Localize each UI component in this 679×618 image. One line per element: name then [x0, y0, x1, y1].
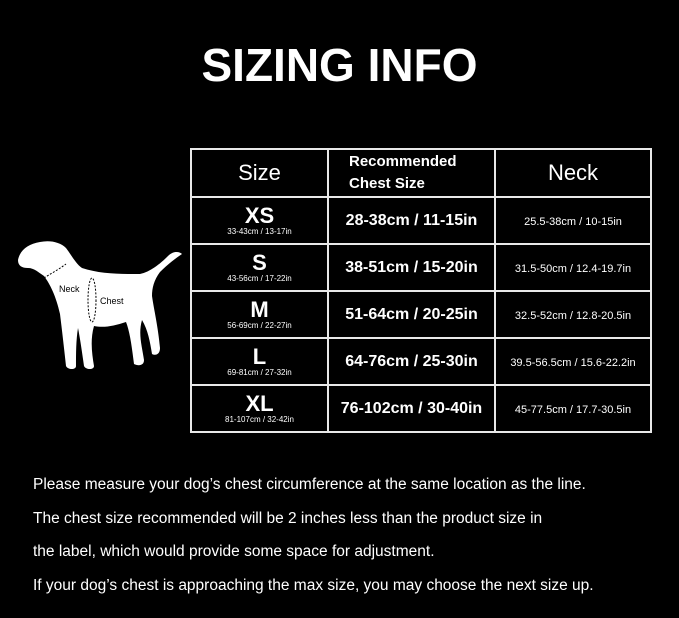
note-line: If your dog’s chest is approaching the m… [33, 576, 594, 594]
table-row: XL 81-107cm / 32-42in 76-102cm / 30-40in … [190, 384, 652, 433]
product-size: 43-56cm / 17-22in [227, 273, 292, 283]
chest-label: Chest [100, 296, 124, 306]
table-row: S 43-56cm / 17-22in 38-51cm / 15-20in 31.… [190, 243, 652, 292]
neck-size: 45-77.5cm / 17.7-30.5in [514, 403, 632, 416]
table-row: M 56-69cm / 22-27in 51-64cm / 20-25in 32.… [190, 290, 652, 339]
chest-size: 28-38cm / 11-15in [345, 211, 478, 229]
neck-size: 32.5-52cm / 12.8-20.5in [514, 309, 632, 322]
note-line: the label, which would provide some spac… [33, 543, 435, 560]
size-label: L [252, 343, 267, 369]
dog-silhouette-icon [18, 241, 182, 369]
header-neck: Neck [547, 160, 599, 185]
neck-size: 39.5-56.5cm / 15.6-22.2in [510, 356, 636, 369]
neck-label: Neck [59, 284, 80, 294]
size-label: XL [245, 390, 274, 416]
chest-size: 76-102cm / 30-40in [340, 399, 483, 417]
sizing-table: Size Recommended Chest Size Neck XS 33-43… [190, 148, 652, 433]
chest-size: 38-51cm / 15-20in [345, 258, 478, 276]
size-label: M [250, 296, 269, 322]
header-chest: Recommended Chest Size [349, 153, 457, 192]
size-label: XS [244, 202, 275, 228]
note-line: The chest size recommended will be 2 inc… [33, 509, 543, 527]
neck-size: 31.5-50cm / 12.4-19.7in [514, 262, 632, 275]
neck-size: 25.5-38cm / 10-15in [524, 215, 622, 228]
note-line: Please measure your dog’s chest circumfe… [33, 476, 586, 493]
table-header-row: Size Recommended Chest Size Neck [190, 148, 652, 198]
chest-size: 51-64cm / 20-25in [345, 305, 478, 323]
product-size: 81-107cm / 32-42in [225, 414, 294, 424]
product-size: 69-81cm / 27-32in [227, 367, 292, 377]
chest-size: 64-76cm / 25-30in [345, 352, 478, 370]
size-label: S [252, 249, 267, 275]
table-row: XS 33-43cm / 13-17in 28-38cm / 11-15in 25… [190, 196, 652, 245]
product-size: 56-69cm / 22-27in [227, 320, 292, 330]
header-size: Size [238, 160, 281, 185]
measurement-notes: Please measure your dog’s chest circumfe… [33, 468, 594, 602]
table-row: L 69-81cm / 27-32in 64-76cm / 25-30in 39.… [190, 337, 652, 386]
page-title: SIZING INFO [201, 39, 478, 91]
product-size: 33-43cm / 13-17in [227, 226, 292, 236]
dog-diagram: Neck Chest [18, 241, 182, 369]
